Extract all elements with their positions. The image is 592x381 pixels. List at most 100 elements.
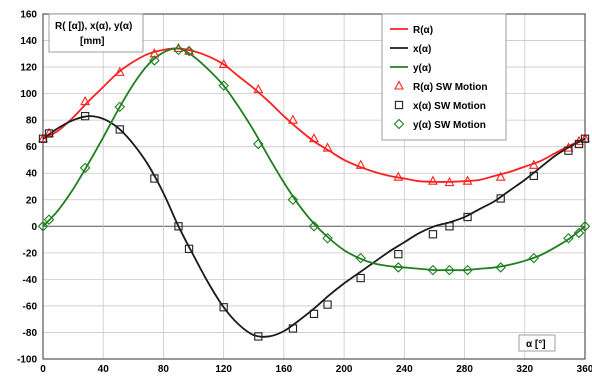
series-4-marker <box>462 175 473 185</box>
series-5-marker <box>219 303 228 312</box>
series-5-marker <box>564 146 573 155</box>
ylabel-line-1: R( [α]), x(α), y(α) <box>55 21 132 32</box>
y-tick-label: -20 <box>23 248 38 259</box>
x-tick-label: 200 <box>336 364 353 375</box>
series-6-marker <box>149 55 160 66</box>
legend-item-4-label: R(α) SW Motion <box>413 82 487 93</box>
series-5-marker <box>38 134 48 143</box>
series-5-marker <box>115 125 124 134</box>
ylabel-box: R( [α]), x(α), y(α) [mm] <box>48 13 144 53</box>
series-4-marker <box>218 58 229 68</box>
series-4-marker <box>253 83 264 94</box>
series-6-marker <box>322 232 333 244</box>
series-6-marker <box>253 138 264 150</box>
y-tick-label: -100 <box>17 355 37 366</box>
series-5-marker <box>288 324 298 333</box>
series-6-marker <box>573 227 585 239</box>
y-tick-label: -60 <box>23 301 38 312</box>
series-6-marker <box>528 252 540 264</box>
series-6-marker <box>37 221 49 232</box>
series-6-marker <box>462 264 473 276</box>
series-6-marker <box>114 101 126 113</box>
series-4-marker <box>444 176 455 187</box>
x-tick-label: 0 <box>40 364 46 375</box>
y-tick-label: 140 <box>20 36 37 47</box>
y-tick-label: 60 <box>26 142 38 153</box>
legend-item-5-swatch <box>394 100 404 110</box>
series-4-marker <box>393 171 404 181</box>
legend: R(α) x(α) y(α) R(α) SW Motion x(α) SW Motion… <box>381 13 507 141</box>
series-6-marker <box>427 264 439 276</box>
series-5-marker <box>496 194 505 203</box>
series-6-marker <box>79 162 91 174</box>
series-6-marker <box>308 221 320 232</box>
series-markers <box>37 42 591 341</box>
series-4-marker <box>149 48 160 58</box>
series-4-marker <box>184 45 194 55</box>
y-tick-label: -40 <box>23 275 38 286</box>
y-tick-label: 40 <box>26 169 38 180</box>
series-6-marker <box>355 252 366 264</box>
legend-item-2-label: x(α) <box>413 44 431 55</box>
series-4-marker <box>580 133 590 143</box>
series-5-marker <box>254 332 263 341</box>
series-6-marker <box>444 264 455 276</box>
x-tick-label: 40 <box>98 364 110 375</box>
series-6-marker <box>218 80 229 91</box>
series-4-marker <box>528 159 539 169</box>
series-5-marker <box>81 112 90 121</box>
y-tick-label: 0 <box>31 222 37 233</box>
series-3-line <box>42 47 586 272</box>
y-tick-label: 80 <box>26 116 38 127</box>
series-4-marker <box>80 95 91 106</box>
series-6-marker <box>287 194 299 206</box>
series-5-marker <box>150 174 159 183</box>
series-4-marker <box>428 175 438 185</box>
legend-item-5-label: x(α) SW Motion <box>413 101 486 112</box>
series-5-marker <box>356 273 365 283</box>
series-4-marker <box>114 66 125 76</box>
y-tick-label: 160 <box>20 10 37 21</box>
series-5-marker <box>394 250 403 259</box>
series-4-marker <box>355 159 366 169</box>
series-5-marker <box>580 134 590 143</box>
series-6-marker <box>173 44 184 56</box>
series-5-marker <box>529 171 538 181</box>
series-6-marker <box>393 262 404 273</box>
series-5-marker <box>309 309 319 319</box>
xlabel-box: α [°] <box>518 334 556 352</box>
legend-item-1-label: R(α) <box>413 25 433 36</box>
series-4-marker <box>322 142 333 152</box>
x-tick-label: 280 <box>456 364 473 375</box>
series-5-marker <box>323 300 332 309</box>
x-tick-label: 240 <box>396 364 413 375</box>
legend-item-6-swatch <box>393 118 405 130</box>
series-6-marker <box>579 221 591 232</box>
series-4-marker <box>44 127 54 137</box>
x-tick-label: 80 <box>158 364 170 375</box>
xlabel: α [°] <box>526 339 546 350</box>
series-4-marker <box>38 133 48 143</box>
x-tick-label: 120 <box>215 364 232 375</box>
series-6-marker <box>563 232 574 244</box>
y-tick-label: 100 <box>20 89 37 100</box>
series-4-marker <box>309 133 319 143</box>
legend-item-6-label: y(α) SW Motion <box>413 120 486 131</box>
y-tick-label: 20 <box>26 195 38 206</box>
x-tick-label: 320 <box>516 364 533 375</box>
ylabel-line-2: [mm] <box>80 36 104 47</box>
y-tick-label: -80 <box>23 328 38 339</box>
y-tick-label: 120 <box>20 63 37 74</box>
series-6-marker <box>183 45 195 57</box>
series-5-marker <box>574 139 584 149</box>
series-6-marker <box>43 214 55 225</box>
legend-item-4-swatch <box>394 80 404 90</box>
series-5-marker <box>44 129 54 138</box>
series-2-line <box>42 115 586 338</box>
series-4-marker <box>288 114 298 124</box>
series-4-marker <box>495 171 506 181</box>
series-5-marker <box>445 222 454 231</box>
series-5-marker <box>184 244 194 254</box>
legend-item-3-label: y(α) <box>413 63 431 74</box>
